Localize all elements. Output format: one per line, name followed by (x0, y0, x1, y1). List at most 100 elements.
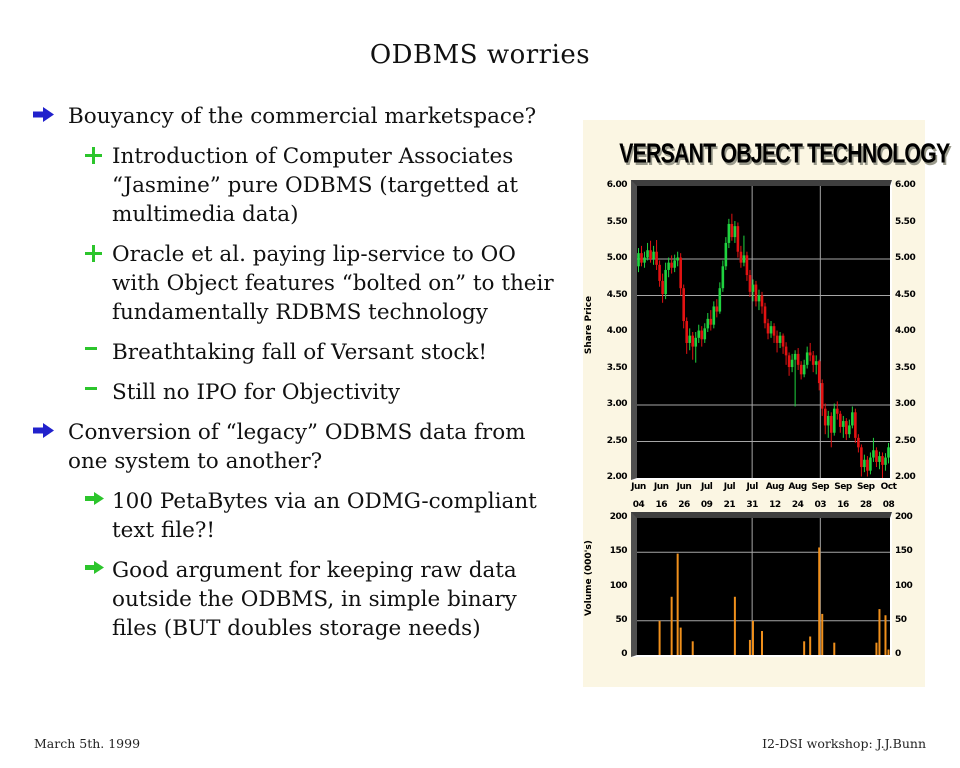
bullet-item: Oracle et al. paying lip-service to OO w… (85, 240, 578, 327)
volume-tick-label: 50 (895, 614, 907, 625)
volume-tick-label: 0 (621, 649, 627, 659)
volume-tick-label: 200 (609, 512, 628, 522)
bullet-marker (33, 418, 68, 438)
volume-tick-label: 50 (615, 614, 627, 625)
price-tick-label: 4.50 (895, 289, 916, 300)
x-axis-day-label: 21 (723, 500, 736, 510)
price-tick-label: 4.00 (606, 326, 628, 336)
green-arrow-icon (85, 561, 104, 574)
price-tick-label: 4.00 (895, 326, 916, 336)
bullet-text: Bouyancy of the commercial marketspace? (68, 104, 537, 129)
price-tick-label: 2.50 (895, 435, 916, 446)
x-axis-month-label: Jul (723, 482, 736, 492)
price-tick-label: 4.50 (606, 289, 628, 300)
x-axis-month-label: Sep (811, 482, 830, 492)
bullet-text: Conversion of “legacy” ODBMS data from o… (68, 420, 526, 474)
x-axis-month-label: Jun (653, 482, 669, 492)
bullet-item: Breathtaking fall of Versant stock! (85, 338, 578, 367)
x-axis-month-label: Aug (765, 482, 785, 492)
chart-title: VERSANT OBJECT TECHNOLOGY (583, 137, 950, 169)
x-axis-day-label: 16 (655, 500, 667, 510)
bullet-item: Bouyancy of the commercial marketspace? (33, 102, 578, 131)
plus-icon (85, 245, 102, 262)
x-axis-month-label: Aug (788, 482, 807, 492)
bullet-marker (85, 556, 112, 574)
bullet-item: 100 PetaBytes via an ODMG-compliant text… (85, 487, 578, 545)
x-axis-month-label: Sep (857, 482, 875, 492)
bullet-marker (85, 240, 112, 262)
bullet-text: Breathtaking fall of Versant stock! (112, 340, 488, 365)
x-axis-month-label: Jun (676, 482, 692, 492)
price-tick-label: 3.00 (606, 399, 628, 409)
volume-axis-right: 200 150 100 50 0 (895, 120, 939, 680)
x-axis-day-label: 24 (791, 500, 804, 510)
bullet-marker (85, 487, 112, 505)
price-tick-label: 6.00 (895, 180, 916, 190)
price-axis-right: 6.00 5.50 5.00 4.50 4.00 3.50 3.00 2.50 2.00 (895, 120, 939, 482)
bullet-text: Good argument for keeping raw data outsi… (112, 558, 517, 641)
bullet-marker (85, 338, 112, 358)
x-axis-month-label: Oct (880, 482, 897, 492)
x-axis-day-label: 03 (814, 500, 827, 510)
volume-chart-canvas (637, 518, 890, 655)
volume-tick-label: 100 (609, 580, 628, 591)
bullet-marker (85, 378, 112, 398)
x-axis-month-labels: Jun Jun Jun Jul Jul Jul Aug Aug Sep Sep Sep Oct (631, 482, 897, 496)
x-axis-month-label: Jul (746, 482, 758, 492)
price-tick-label: 2.00 (606, 472, 628, 482)
x-axis-month-label: Jun (631, 482, 646, 492)
bullet-text: Oracle et al. paying lip-service to OO w… (112, 242, 554, 325)
x-axis-day-label: 26 (678, 500, 690, 510)
price-tick-label: 3.50 (895, 362, 916, 373)
x-axis-day-labels: 04 16 26 09 21 31 12 24 03 16 28 08 (633, 500, 895, 514)
footer-credit: I2-DSI workshop: J.J.Bunn (762, 736, 926, 751)
x-axis-day-label: 09 (700, 500, 713, 510)
x-axis-month-label: Jul (701, 482, 713, 492)
x-axis-day-label: 08 (882, 500, 895, 510)
bullet-list: Bouyancy of the commercial marketspace? I… (33, 102, 578, 654)
x-axis-day-label: 28 (860, 500, 872, 510)
footer-date: March 5th. 1999 (34, 736, 141, 751)
bullet-text: Introduction of Computer Associates “Jas… (112, 144, 518, 227)
blue-arrow-icon (33, 107, 54, 122)
dash-icon (85, 387, 97, 390)
price-tick-label: 5.50 (606, 216, 628, 227)
price-chart (631, 180, 892, 480)
dash-icon (85, 347, 97, 350)
price-tick-label: 2.00 (895, 472, 916, 482)
price-tick-label: 5.50 (895, 216, 916, 227)
x-axis-day-label: 04 (632, 500, 645, 510)
chart-title-text: VERSANT OBJECT TECHNOLOGY (619, 136, 950, 170)
volume-tick-label: 150 (895, 546, 913, 557)
bullet-marker (33, 102, 68, 122)
x-axis-day-label: 12 (769, 500, 781, 510)
price-tick-label: 3.00 (895, 399, 916, 409)
price-tick-label: 3.50 (606, 362, 628, 373)
price-tick-label: 6.00 (606, 180, 628, 190)
volume-tick-label: 0 (895, 649, 901, 659)
x-axis-month-label: Sep (834, 482, 852, 492)
x-axis-day-label: 31 (746, 500, 758, 510)
volume-chart (631, 512, 892, 657)
chart-panel: VERSANT OBJECT TECHNOLOGY Share Price Vo… (583, 120, 950, 687)
bullet-text: Still no IPO for Objectivity (112, 380, 401, 405)
green-arrow-icon (85, 492, 104, 505)
bullet-item: Still no IPO for Objectivity (85, 378, 578, 407)
blue-arrow-icon (33, 423, 54, 438)
volume-tick-label: 150 (609, 546, 628, 557)
price-axis-left: 6.00 5.50 5.00 4.50 4.00 3.50 3.00 2.50 2.00 (583, 120, 628, 482)
plus-icon (85, 147, 102, 164)
bullet-item: Good argument for keeping raw data outsi… (85, 556, 578, 643)
bullet-item: Introduction of Computer Associates “Jas… (85, 142, 578, 229)
price-tick-label: 5.00 (606, 253, 628, 263)
x-axis-day-label: 16 (837, 500, 849, 510)
bullet-item: Conversion of “legacy” ODBMS data from o… (33, 418, 578, 476)
volume-axis-left: 200 150 100 50 0 (583, 120, 628, 680)
volume-tick-label: 200 (895, 512, 913, 522)
price-chart-canvas (637, 186, 890, 478)
price-tick-label: 2.50 (606, 435, 628, 446)
bullet-marker (85, 142, 112, 164)
volume-tick-label: 100 (895, 580, 913, 591)
slide-title: ODBMS worries (369, 40, 591, 70)
